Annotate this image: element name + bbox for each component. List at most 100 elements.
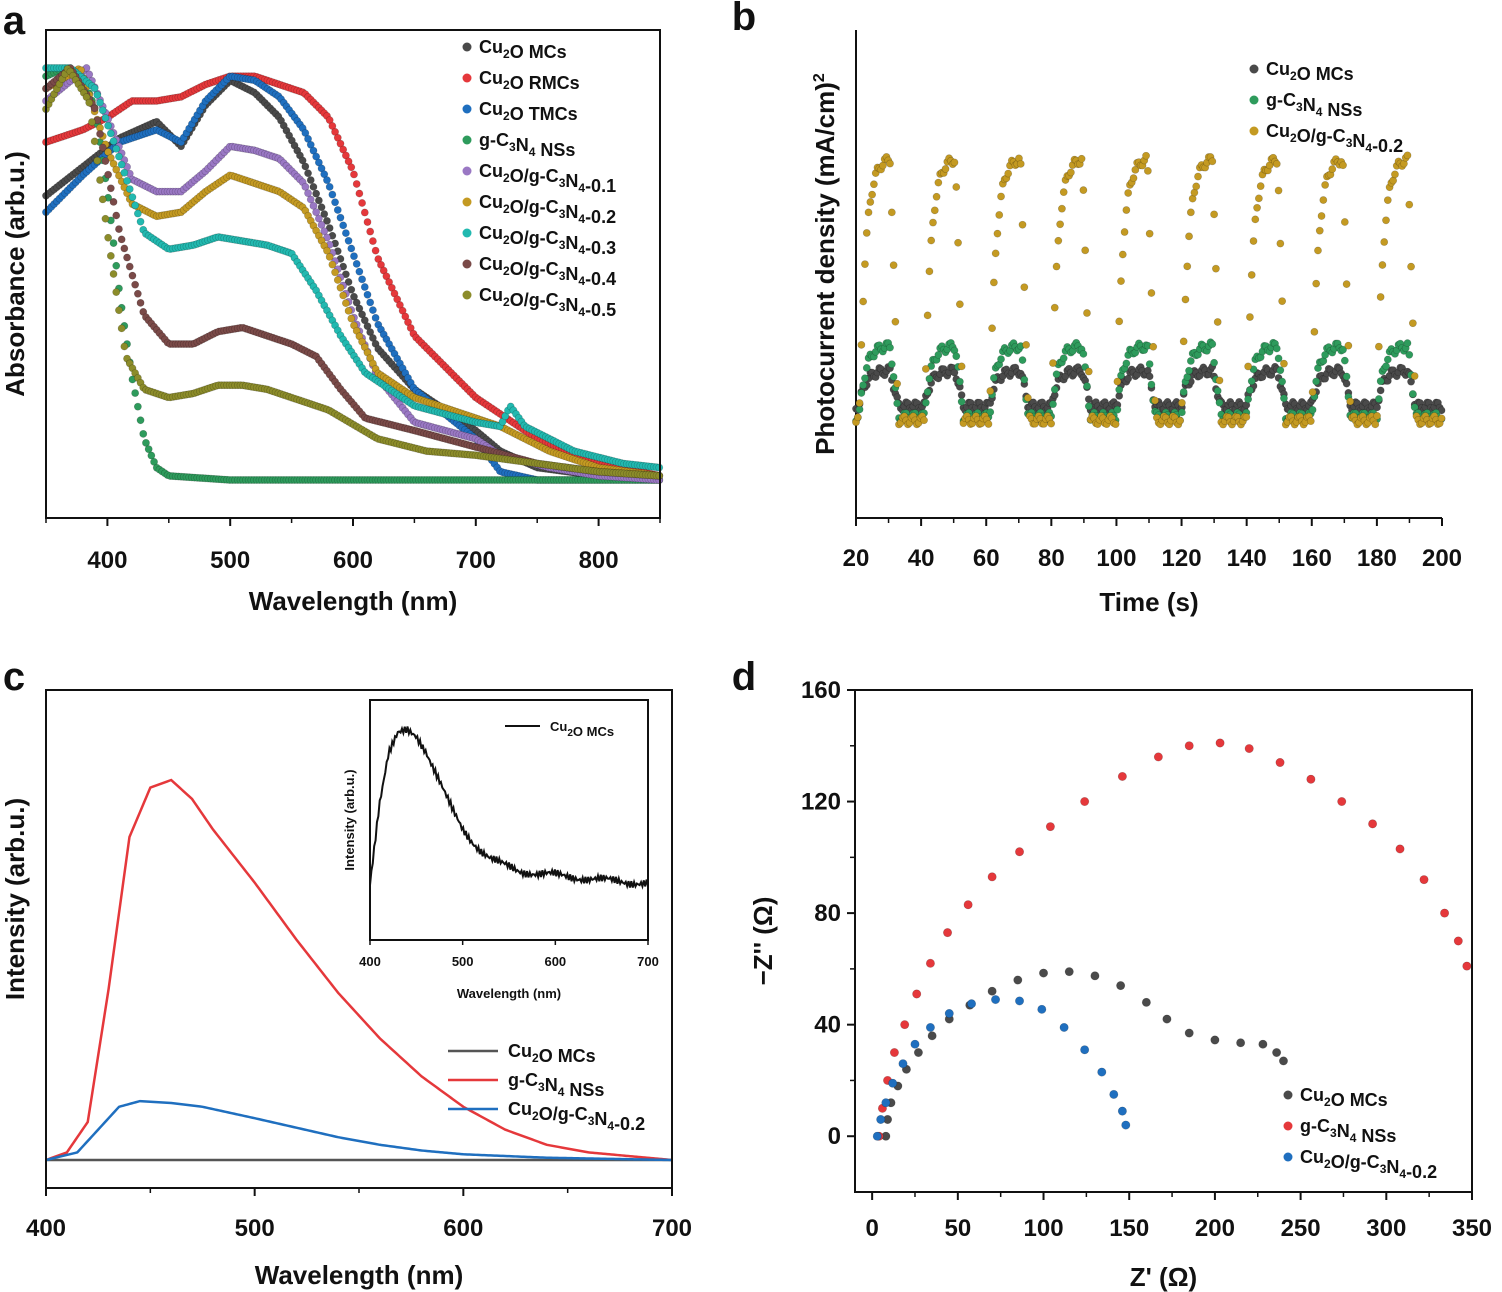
x-tick-label: 40 xyxy=(908,545,935,572)
x-tick-label: 50 xyxy=(944,1215,971,1242)
series-eis_blue xyxy=(872,995,1131,1141)
data-point xyxy=(1328,165,1337,174)
data-point xyxy=(1249,237,1258,245)
data-point xyxy=(1462,961,1472,971)
legend-label: Cu2O/g-C3N4-0.2 xyxy=(508,1099,645,1134)
x-tick-label: 700 xyxy=(652,1215,692,1242)
data-point xyxy=(1059,188,1068,197)
data-point xyxy=(139,429,148,438)
legend-label: Cu2O/g-C3N4-0.2 xyxy=(1300,1147,1437,1182)
data-point xyxy=(96,130,104,138)
data-point xyxy=(1371,420,1380,429)
data-point xyxy=(333,206,342,214)
x-tick-label: 200 xyxy=(1195,1215,1235,1242)
data-point xyxy=(1244,744,1254,754)
data-point xyxy=(123,176,131,185)
data-point xyxy=(368,306,377,315)
data-point xyxy=(952,183,961,191)
data-point xyxy=(120,168,129,177)
data-point xyxy=(358,275,366,284)
data-point xyxy=(955,377,964,386)
data-point xyxy=(1116,981,1126,991)
data-point xyxy=(1342,372,1351,381)
data-point xyxy=(1278,1056,1288,1066)
data-point xyxy=(1308,405,1317,414)
data-point xyxy=(862,363,871,372)
data-point xyxy=(104,170,113,179)
data-point xyxy=(117,160,126,169)
data-point xyxy=(88,118,96,126)
data-point xyxy=(1147,289,1156,297)
data-point xyxy=(1280,394,1288,403)
data-point xyxy=(1280,359,1288,368)
data-point xyxy=(136,298,145,307)
data-point xyxy=(923,311,932,320)
data-point xyxy=(133,289,142,298)
data-point xyxy=(1018,220,1027,229)
data-point xyxy=(1337,797,1347,807)
x-tick-label: 600 xyxy=(443,1215,483,1242)
data-point xyxy=(93,91,102,99)
data-point xyxy=(898,1059,908,1069)
data-point xyxy=(101,214,110,223)
data-point xyxy=(1117,771,1127,781)
inset-legend-label: Cu2O MCs xyxy=(550,719,614,739)
data-point xyxy=(1079,186,1088,195)
data-point xyxy=(109,197,118,206)
data-point xyxy=(90,84,99,93)
data-point xyxy=(1185,366,1193,375)
data-point xyxy=(900,1020,910,1030)
data-point xyxy=(1419,875,1429,885)
data-point xyxy=(1129,174,1138,183)
data-point xyxy=(1013,975,1023,985)
data-point xyxy=(1145,360,1154,369)
data-point xyxy=(1276,366,1285,375)
x-tick-label: 180 xyxy=(1357,545,1397,572)
data-point xyxy=(117,324,126,333)
data-point xyxy=(1181,295,1190,304)
data-point xyxy=(1039,968,1049,978)
data-point xyxy=(350,170,358,179)
legend-label: Cu2O/g-C3N4-0.4 xyxy=(479,254,616,289)
data-point xyxy=(952,352,961,361)
data-point xyxy=(1213,386,1222,395)
data-point xyxy=(142,438,150,447)
data-point xyxy=(325,182,334,191)
legend-marker xyxy=(462,228,472,238)
data-point xyxy=(125,262,134,271)
data-point xyxy=(1122,206,1131,214)
data-point xyxy=(1084,367,1093,376)
data-point xyxy=(855,399,864,407)
data-point xyxy=(1405,200,1414,209)
data-point xyxy=(96,176,104,184)
legend-marker xyxy=(462,166,472,176)
legend-marker xyxy=(462,104,472,114)
data-point xyxy=(1113,377,1122,386)
data-point xyxy=(1242,413,1251,421)
data-point xyxy=(859,297,868,306)
inset-series-line xyxy=(369,725,649,890)
data-point xyxy=(366,298,375,307)
data-point xyxy=(853,413,862,422)
data-point xyxy=(1246,386,1254,395)
data-point xyxy=(927,236,936,245)
data-point xyxy=(1308,388,1317,397)
data-point xyxy=(857,389,866,397)
legend-marker xyxy=(462,135,472,145)
data-point xyxy=(1346,397,1355,406)
data-point xyxy=(1344,341,1353,350)
data-point xyxy=(323,246,331,255)
data-point xyxy=(1210,358,1219,367)
data-point xyxy=(1020,375,1029,384)
data-point xyxy=(1015,996,1025,1006)
data-point xyxy=(1115,317,1124,326)
data-point xyxy=(862,229,871,237)
data-point xyxy=(921,398,930,407)
data-point xyxy=(115,152,123,161)
data-point xyxy=(1342,379,1351,388)
data-point xyxy=(1405,350,1414,359)
data-point xyxy=(131,280,140,289)
data-point xyxy=(1272,159,1281,168)
data-point xyxy=(323,176,331,185)
data-point xyxy=(1004,169,1013,178)
